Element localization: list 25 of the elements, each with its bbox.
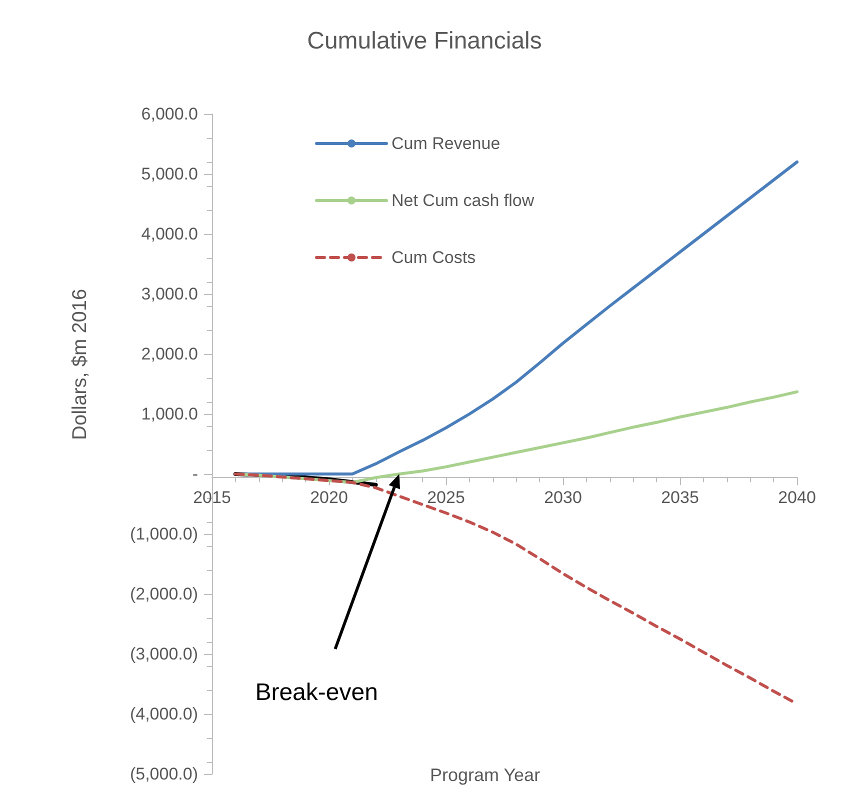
y-tick-label: (3,000.0) bbox=[130, 644, 198, 664]
y-tick-label: 1,000.0 bbox=[141, 404, 198, 424]
legend-label: Cum Revenue bbox=[392, 134, 500, 153]
y-tick-label: 2,000.0 bbox=[141, 344, 198, 364]
legend-label: Cum Costs bbox=[392, 248, 476, 267]
y-tick-label: (5,000.0) bbox=[130, 764, 198, 784]
y-tick-label: 4,000.0 bbox=[141, 224, 198, 244]
x-axis-title: Program Year bbox=[430, 765, 540, 785]
chart-title: Cumulative Financials bbox=[307, 28, 542, 54]
y-tick-label: (1,000.0) bbox=[130, 524, 198, 544]
x-tick-label: 2040 bbox=[778, 488, 816, 508]
x-tick-label: 2020 bbox=[310, 488, 348, 508]
y-tick-label: (4,000.0) bbox=[130, 704, 198, 724]
y-tick-label: 5,000.0 bbox=[141, 164, 198, 184]
x-tick-label: 2025 bbox=[427, 488, 465, 508]
x-tick-label: 2030 bbox=[544, 488, 582, 508]
y-axis-title: Dollars, $m 2016 bbox=[69, 288, 91, 440]
annotation: Break-even bbox=[255, 679, 378, 707]
x-tick-label: 2035 bbox=[661, 488, 699, 508]
legend-label: Net Cum cash flow bbox=[392, 191, 535, 210]
y-tick-label: 6,000.0 bbox=[141, 104, 198, 124]
y-tick-label: 3,000.0 bbox=[141, 284, 198, 304]
y-tick-label: (2,000.0) bbox=[130, 584, 198, 604]
x-tick-label: 2015 bbox=[193, 488, 231, 508]
y-tick-label: - bbox=[192, 464, 198, 484]
